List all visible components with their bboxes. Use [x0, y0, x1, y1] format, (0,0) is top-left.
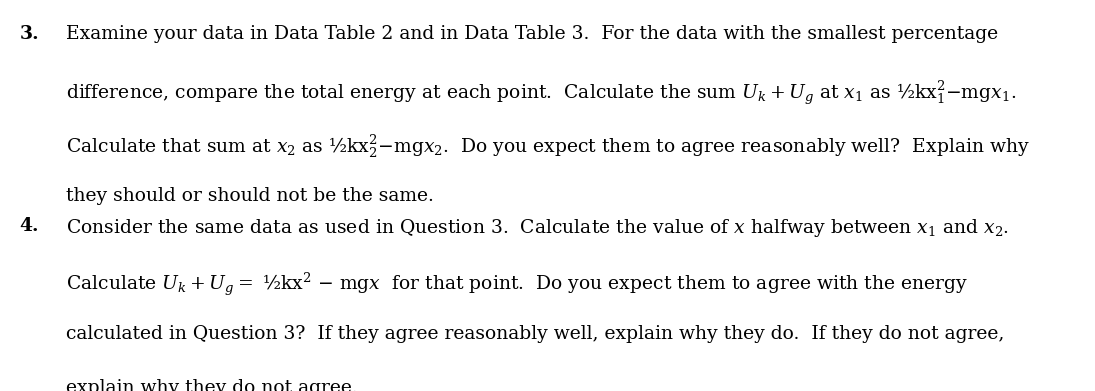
Text: Consider the same data as used in Question 3.  Calculate the value of $x$ halfwa: Consider the same data as used in Questi… [66, 217, 1008, 239]
Text: they should or should not be the same.: they should or should not be the same. [66, 187, 434, 205]
Text: 3.: 3. [20, 25, 39, 43]
Text: calculated in Question 3?  If they agree reasonably well, explain why they do.  : calculated in Question 3? If they agree … [66, 325, 1004, 343]
Text: Calculate that sum at $x_2$ as ½kx$_2^2$−mg$x_2$.  Do you expect them to agree r: Calculate that sum at $x_2$ as ½kx$_2^2$… [66, 133, 1029, 160]
Text: 4.: 4. [20, 217, 39, 235]
Text: Examine your data in Data Table 2 and in Data Table 3.  For the data with the sm: Examine your data in Data Table 2 and in… [66, 25, 998, 43]
Text: explain why they do not agree.: explain why they do not agree. [66, 379, 357, 391]
Text: difference, compare the total energy at each point.  Calculate the sum $U_k+U_g$: difference, compare the total energy at … [66, 79, 1016, 107]
Text: Calculate $U_k+U_g=$ ½kx$^2$ − mg$x$  for that point.  Do you expect them to agr: Calculate $U_k+U_g=$ ½kx$^2$ − mg$x$ for… [66, 271, 968, 298]
